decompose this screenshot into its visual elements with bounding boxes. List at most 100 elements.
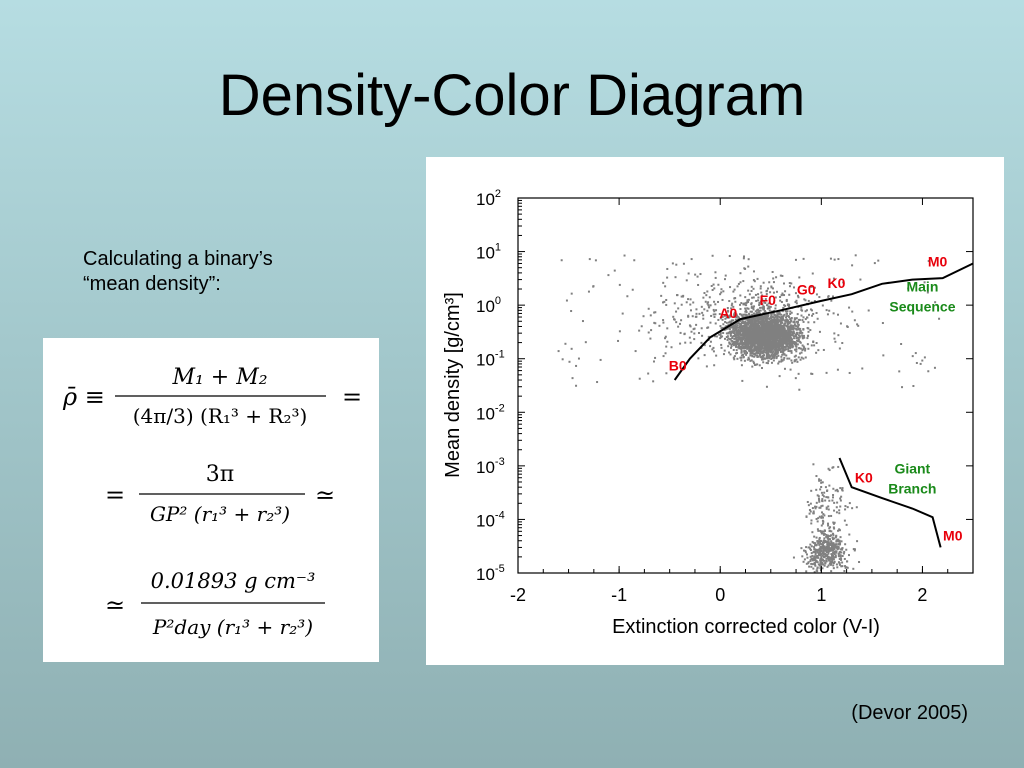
- scatter-point: [751, 342, 754, 345]
- scatter-point: [750, 303, 753, 306]
- scatter-point: [784, 319, 787, 322]
- scatter-point: [729, 314, 732, 317]
- scatter-point: [919, 362, 922, 365]
- scatter-point: [841, 561, 844, 564]
- scatter-point: [758, 347, 761, 350]
- scatter-point: [772, 331, 775, 334]
- scatter-point: [843, 557, 846, 560]
- scatter-point: [765, 290, 768, 293]
- scatter-point: [836, 548, 839, 551]
- scatter-point: [677, 325, 680, 328]
- scatter-point: [749, 324, 752, 327]
- scatter-point: [789, 336, 792, 339]
- spectral-type-label: M0: [928, 254, 948, 270]
- scatter-point: [685, 301, 688, 304]
- scatter-point: [796, 294, 799, 297]
- scatter-point: [773, 319, 776, 322]
- scatter-point: [744, 313, 747, 316]
- scatter-point: [797, 324, 800, 327]
- scatter-point: [795, 345, 798, 348]
- scatter-point: [689, 303, 692, 306]
- scatter-point: [837, 529, 840, 532]
- scatter-point: [737, 346, 740, 349]
- scatter-point: [587, 290, 590, 293]
- scatter-point: [741, 353, 744, 356]
- scatter-point: [802, 328, 805, 331]
- scatter-point: [557, 350, 560, 353]
- scatter-point: [834, 546, 837, 549]
- scatter-point: [797, 327, 800, 330]
- scatter-point: [717, 318, 720, 321]
- scatter-point: [780, 342, 783, 345]
- y-tick-base: 10: [476, 511, 495, 530]
- scatter-point: [787, 348, 790, 351]
- scatter-point: [652, 360, 655, 363]
- scatter-point: [785, 329, 788, 332]
- scatter-point: [843, 570, 846, 573]
- scatter-point: [739, 313, 742, 316]
- scatter-point: [806, 334, 809, 337]
- scatter-point: [833, 258, 836, 261]
- scatter-point: [779, 319, 782, 322]
- scatter-point: [763, 332, 766, 335]
- scatter-point: [712, 350, 715, 353]
- scatter-point: [836, 501, 839, 504]
- scatter-point: [840, 540, 843, 543]
- scatter-point: [827, 508, 830, 511]
- scatter-point: [773, 348, 776, 351]
- scatter-point: [762, 308, 765, 311]
- scatter-point: [741, 344, 744, 347]
- scatter-point: [788, 282, 791, 285]
- scatter-point: [748, 319, 751, 322]
- scatter-point: [781, 353, 784, 356]
- scatter-point: [766, 335, 769, 338]
- y-tick-base: 10: [476, 565, 495, 584]
- scatter-point: [564, 342, 567, 345]
- scatter-point: [758, 309, 761, 312]
- scatter-point: [758, 345, 761, 348]
- y-tick-label: 10-3: [476, 456, 505, 477]
- scatter-point: [816, 317, 819, 320]
- scatter-point: [754, 352, 757, 355]
- y-tick-label: 102: [476, 188, 501, 209]
- scatter-point: [771, 270, 774, 273]
- scatter-point: [818, 515, 821, 518]
- eq3-numerator: 0.01893 g cm⁻³: [151, 569, 316, 593]
- scatter-point: [832, 534, 835, 537]
- eq2-denominator: GP² (r₁³ + r₂³): [150, 502, 290, 526]
- scatter-point: [720, 291, 723, 294]
- scatter-point: [769, 319, 772, 322]
- scatter-point: [778, 375, 781, 378]
- scatter-point: [831, 532, 834, 535]
- scatter-point: [735, 338, 738, 341]
- scatter-point: [767, 356, 770, 359]
- scatter-point: [697, 283, 700, 286]
- scatter-point: [733, 333, 736, 336]
- scatter-point: [783, 324, 786, 327]
- scatter-point: [757, 325, 760, 328]
- scatter-point: [739, 319, 742, 322]
- scatter-point: [792, 286, 795, 289]
- scatter-point: [819, 563, 822, 566]
- scatter-point: [833, 556, 836, 559]
- scatter-point: [797, 334, 800, 337]
- scatter-point: [821, 494, 824, 497]
- scatter-point: [815, 475, 818, 478]
- scatter-point: [810, 519, 813, 522]
- scatter-point: [826, 557, 829, 560]
- scatter-point: [764, 301, 767, 304]
- scatter-point: [736, 333, 739, 336]
- scatter-point: [666, 340, 669, 343]
- scatter-point: [764, 314, 767, 317]
- scatter-point: [791, 361, 794, 364]
- scatter-point: [759, 309, 762, 312]
- scatter-point: [813, 557, 816, 560]
- scatter-point: [702, 314, 705, 317]
- scatter-point: [826, 313, 829, 316]
- scatter-point: [788, 337, 791, 340]
- scatter-point: [740, 348, 743, 351]
- scatter-point: [782, 282, 785, 285]
- scatter-point: [640, 325, 643, 328]
- scatter-point: [815, 559, 818, 562]
- scatter-point: [811, 558, 814, 561]
